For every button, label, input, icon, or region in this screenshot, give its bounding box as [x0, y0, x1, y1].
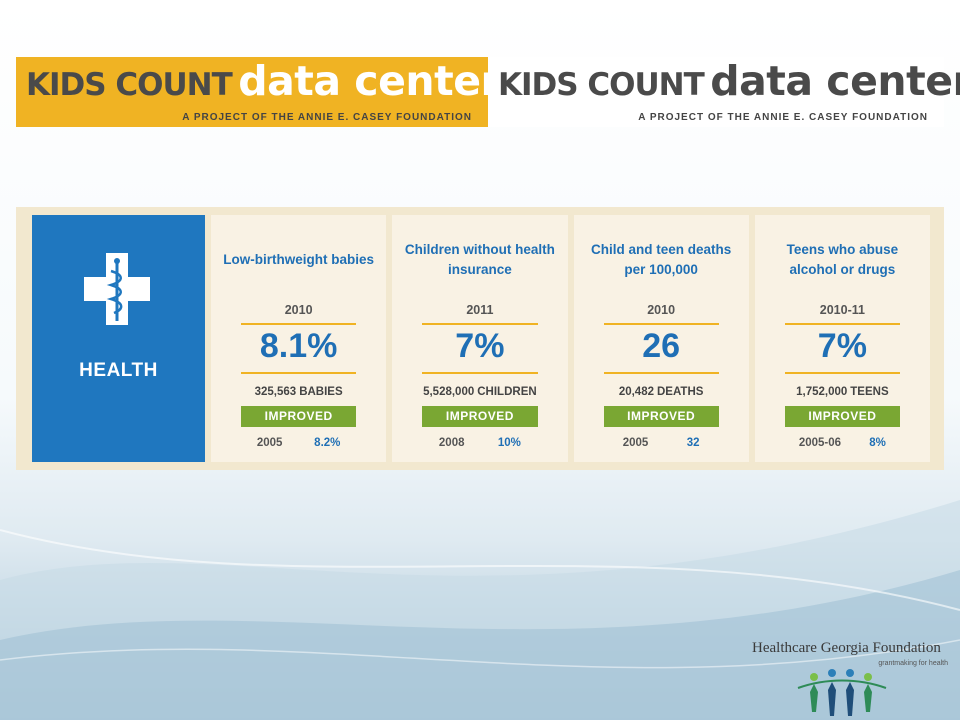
divider: [603, 323, 719, 325]
indicator-value: 7%: [455, 327, 505, 365]
divider: [784, 323, 900, 325]
indicator-value: 8.1%: [259, 327, 338, 365]
foundation-tagline: grantmaking for health: [878, 660, 948, 667]
indicator-count: 325,563 BABIES: [211, 386, 386, 398]
baseline-row: 2008 10%: [422, 437, 537, 449]
kids-count-logo-white: KIDS COUNT data center A PROJECT OF THE …: [488, 57, 960, 127]
status-badge: IMPROVED: [784, 406, 900, 427]
indicator-title: Child and teen deaths per 100,000: [590, 242, 732, 277]
health-tile: HEALTH: [32, 215, 205, 462]
count-unit: TEENS: [850, 386, 889, 398]
divider: [241, 323, 357, 325]
baseline-row: 2005 32: [604, 437, 719, 449]
indicator-title: Low-birthweight babies: [223, 252, 374, 267]
logo-tagline: A PROJECT OF THE ANNIE E. CASEY FOUNDATI…: [182, 112, 472, 123]
count-unit: BABIES: [299, 386, 343, 398]
count-number: 325,563: [254, 386, 297, 398]
count-number: 5,528,000: [423, 386, 475, 398]
status-badge: IMPROVED: [241, 406, 357, 427]
logo-data-center-text: data center: [238, 57, 501, 105]
logo-kids-count-text: KIDS COUNT: [26, 67, 233, 103]
indicator-title: Teens who abuse alcohol or drugs: [786, 242, 899, 277]
logo-data-center-text: data center: [710, 57, 960, 105]
indicator-card-low-birthweight: Low-birthweight babies 2010 8.1% 325,563…: [211, 215, 387, 462]
indicator-value: 7%: [817, 327, 867, 365]
divider: [603, 372, 719, 374]
baseline-year: 2005: [622, 437, 649, 449]
health-indicators-panel: HEALTH Low-birthweight babies 2010 8.1% …: [16, 207, 944, 470]
indicator-count: 1,752,000 TEENS: [755, 386, 930, 398]
medical-cross-caduceus-icon: [84, 253, 150, 325]
baseline-row: 2005 8.2%: [241, 437, 356, 449]
count-unit: DEATHS: [657, 386, 704, 398]
indicator-year: 2010-11: [819, 303, 865, 317]
indicator-count: 5,528,000 CHILDREN: [392, 386, 567, 398]
divider: [784, 372, 900, 374]
indicator-year: 2011: [466, 303, 494, 317]
count-number: 1,752,000: [796, 386, 848, 398]
baseline-year: 2005: [256, 437, 283, 449]
status-badge: IMPROVED: [603, 406, 719, 427]
logo-tagline: A PROJECT OF THE ANNIE E. CASEY FOUNDATI…: [638, 112, 928, 123]
baseline-value: 10%: [497, 437, 521, 449]
indicator-card-health-insurance: Children without health insurance 2011 7…: [392, 215, 568, 462]
indicator-value: 26: [642, 327, 681, 365]
baseline-value: 8%: [869, 437, 886, 449]
baseline-year: 2005-06: [798, 437, 842, 449]
divider: [241, 372, 357, 374]
people-figures-icon: [797, 669, 887, 716]
baseline-year: 2008: [438, 437, 465, 449]
baseline-value: 32: [686, 437, 700, 449]
healthcare-georgia-foundation-logo: Healthcare Georgia Foundation grantmakin…: [752, 640, 952, 720]
divider: [422, 372, 538, 374]
count-unit: CHILDREN: [477, 386, 537, 398]
kids-count-logo-orange: KIDS COUNT data center A PROJECT OF THE …: [16, 57, 501, 127]
baseline-value: 8.2%: [314, 437, 341, 449]
logo-kids-count-text: KIDS COUNT: [498, 67, 705, 103]
foundation-name: Healthcare Georgia Foundation: [752, 640, 941, 656]
indicator-card-teen-substance-abuse: Teens who abuse alcohol or drugs 2010-11…: [754, 215, 930, 462]
status-badge: IMPROVED: [422, 406, 538, 427]
baseline-row: 2005-06 8%: [785, 437, 900, 449]
indicator-card-child-teen-deaths: Child and teen deaths per 100,000 2010 2…: [573, 215, 749, 462]
indicator-year: 2010: [647, 303, 676, 317]
indicator-title: Children without health insurance: [404, 242, 555, 277]
count-number: 20,482: [618, 386, 654, 398]
indicator-count: 20,482 DEATHS: [574, 386, 749, 398]
health-label: HEALTH: [79, 360, 158, 381]
divider: [422, 323, 538, 325]
indicator-year: 2010: [284, 303, 313, 317]
